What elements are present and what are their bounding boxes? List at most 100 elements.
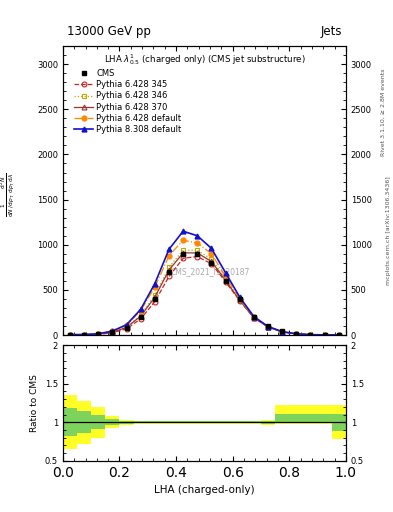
Text: 13000 GeV pp: 13000 GeV pp [67, 26, 151, 38]
Pythia 8.308 default [237, 294, 242, 300]
Pythia 6.428 345 [82, 332, 86, 338]
CMS [280, 328, 285, 334]
X-axis label: LHA (charged-only): LHA (charged-only) [154, 485, 255, 495]
Line: Pythia 8.308 default: Pythia 8.308 default [68, 229, 341, 337]
Legend: CMS, Pythia 6.428 345, Pythia 6.428 346, Pythia 6.428 370, Pythia 6.428 default,: CMS, Pythia 6.428 345, Pythia 6.428 346,… [73, 68, 183, 135]
Pythia 6.428 345 [68, 332, 72, 338]
Pythia 6.428 346 [308, 332, 313, 338]
Line: Pythia 6.428 346: Pythia 6.428 346 [68, 248, 341, 337]
Pythia 6.428 346 [294, 331, 299, 337]
Pythia 6.428 370 [195, 250, 200, 256]
Pythia 6.428 346 [110, 329, 115, 335]
Pythia 6.428 346 [181, 247, 185, 253]
Pythia 6.428 345 [138, 316, 143, 322]
Pythia 6.428 370 [181, 250, 185, 256]
Pythia 6.428 346 [68, 332, 72, 338]
Pythia 6.428 345 [322, 332, 327, 338]
Pythia 6.428 370 [252, 315, 256, 321]
Pythia 8.308 default [96, 331, 101, 337]
Pythia 6.428 370 [167, 267, 171, 273]
CMS [266, 323, 270, 329]
Pythia 6.428 default [223, 273, 228, 280]
CMS [96, 331, 101, 337]
Pythia 8.308 default [82, 331, 86, 337]
Pythia 6.428 345 [124, 326, 129, 332]
Line: Pythia 6.428 default: Pythia 6.428 default [68, 238, 341, 337]
CMS [138, 314, 143, 320]
Pythia 6.428 370 [308, 332, 313, 338]
Pythia 6.428 370 [237, 297, 242, 304]
Pythia 6.428 default [266, 324, 270, 330]
Pythia 6.428 346 [252, 314, 256, 321]
Pythia 6.428 default [181, 237, 185, 243]
Text: LHA $\lambda^{1}_{0.5}$ (charged only) (CMS jet substructure): LHA $\lambda^{1}_{0.5}$ (charged only) (… [104, 52, 305, 67]
Pythia 6.428 346 [322, 332, 327, 338]
Pythia 8.308 default [68, 332, 72, 338]
Pythia 6.428 345 [110, 330, 115, 336]
Pythia 8.308 default [124, 322, 129, 328]
Pythia 6.428 346 [280, 329, 285, 335]
Pythia 6.428 345 [336, 332, 341, 338]
Line: CMS: CMS [68, 251, 341, 337]
Pythia 6.428 346 [82, 332, 86, 338]
Pythia 6.428 370 [266, 324, 270, 330]
Pythia 6.428 345 [280, 329, 285, 335]
Pythia 6.428 default [124, 322, 129, 328]
CMS [237, 296, 242, 302]
Pythia 6.428 346 [237, 297, 242, 303]
CMS [336, 332, 341, 338]
Pythia 6.428 default [237, 296, 242, 302]
Pythia 6.428 default [195, 240, 200, 246]
Pythia 8.308 default [138, 306, 143, 312]
Pythia 6.428 345 [181, 255, 185, 262]
Pythia 6.428 default [308, 332, 313, 338]
Pythia 6.428 346 [152, 292, 157, 298]
CMS [181, 251, 185, 257]
Pythia 6.428 default [322, 332, 327, 338]
Pythia 6.428 345 [294, 331, 299, 337]
Line: Pythia 6.428 370: Pythia 6.428 370 [68, 250, 341, 337]
CMS [152, 296, 157, 302]
Pythia 6.428 370 [110, 329, 115, 335]
Pythia 8.308 default [181, 228, 185, 234]
Pythia 6.428 default [82, 331, 86, 337]
Pythia 6.428 370 [68, 332, 72, 338]
Pythia 6.428 370 [280, 329, 285, 335]
Pythia 6.428 345 [252, 315, 256, 321]
Pythia 6.428 370 [138, 313, 143, 319]
Pythia 6.428 345 [167, 273, 171, 280]
Pythia 6.428 346 [223, 276, 228, 282]
CMS [209, 260, 214, 266]
Pythia 6.428 370 [152, 294, 157, 300]
Pythia 6.428 370 [294, 331, 299, 337]
CMS [294, 331, 299, 337]
Pythia 6.428 346 [209, 256, 214, 262]
Pythia 6.428 default [167, 252, 171, 259]
Line: Pythia 6.428 345: Pythia 6.428 345 [68, 254, 341, 337]
Pythia 6.428 default [110, 328, 115, 334]
Pythia 6.428 default [280, 329, 285, 335]
Pythia 6.428 345 [96, 331, 101, 337]
Pythia 6.428 370 [96, 331, 101, 337]
CMS [82, 332, 86, 338]
Pythia 6.428 345 [195, 253, 200, 260]
Pythia 8.308 default [280, 329, 285, 335]
Pythia 8.308 default [266, 324, 270, 330]
Pythia 6.428 370 [223, 278, 228, 284]
CMS [322, 332, 327, 338]
Pythia 6.428 346 [138, 312, 143, 318]
Pythia 8.308 default [322, 332, 327, 338]
Pythia 6.428 345 [266, 324, 270, 330]
Pythia 6.428 370 [82, 332, 86, 338]
Pythia 6.428 default [209, 251, 214, 257]
Pythia 6.428 default [68, 332, 72, 338]
CMS [110, 329, 115, 335]
Pythia 6.428 346 [124, 324, 129, 330]
Pythia 8.308 default [336, 332, 341, 338]
Pythia 8.308 default [294, 331, 299, 337]
Pythia 6.428 default [96, 331, 101, 337]
Pythia 6.428 370 [336, 332, 341, 338]
Text: Jets: Jets [320, 26, 342, 38]
Text: $\frac{1}{\mathrm{d}N\,/\,\mathrm{d}p_\mathrm{T}}\,\frac{\mathrm{d}^2N}{\mathrm{: $\frac{1}{\mathrm{d}N\,/\,\mathrm{d}p_\m… [0, 172, 17, 217]
Pythia 6.428 345 [152, 298, 157, 305]
